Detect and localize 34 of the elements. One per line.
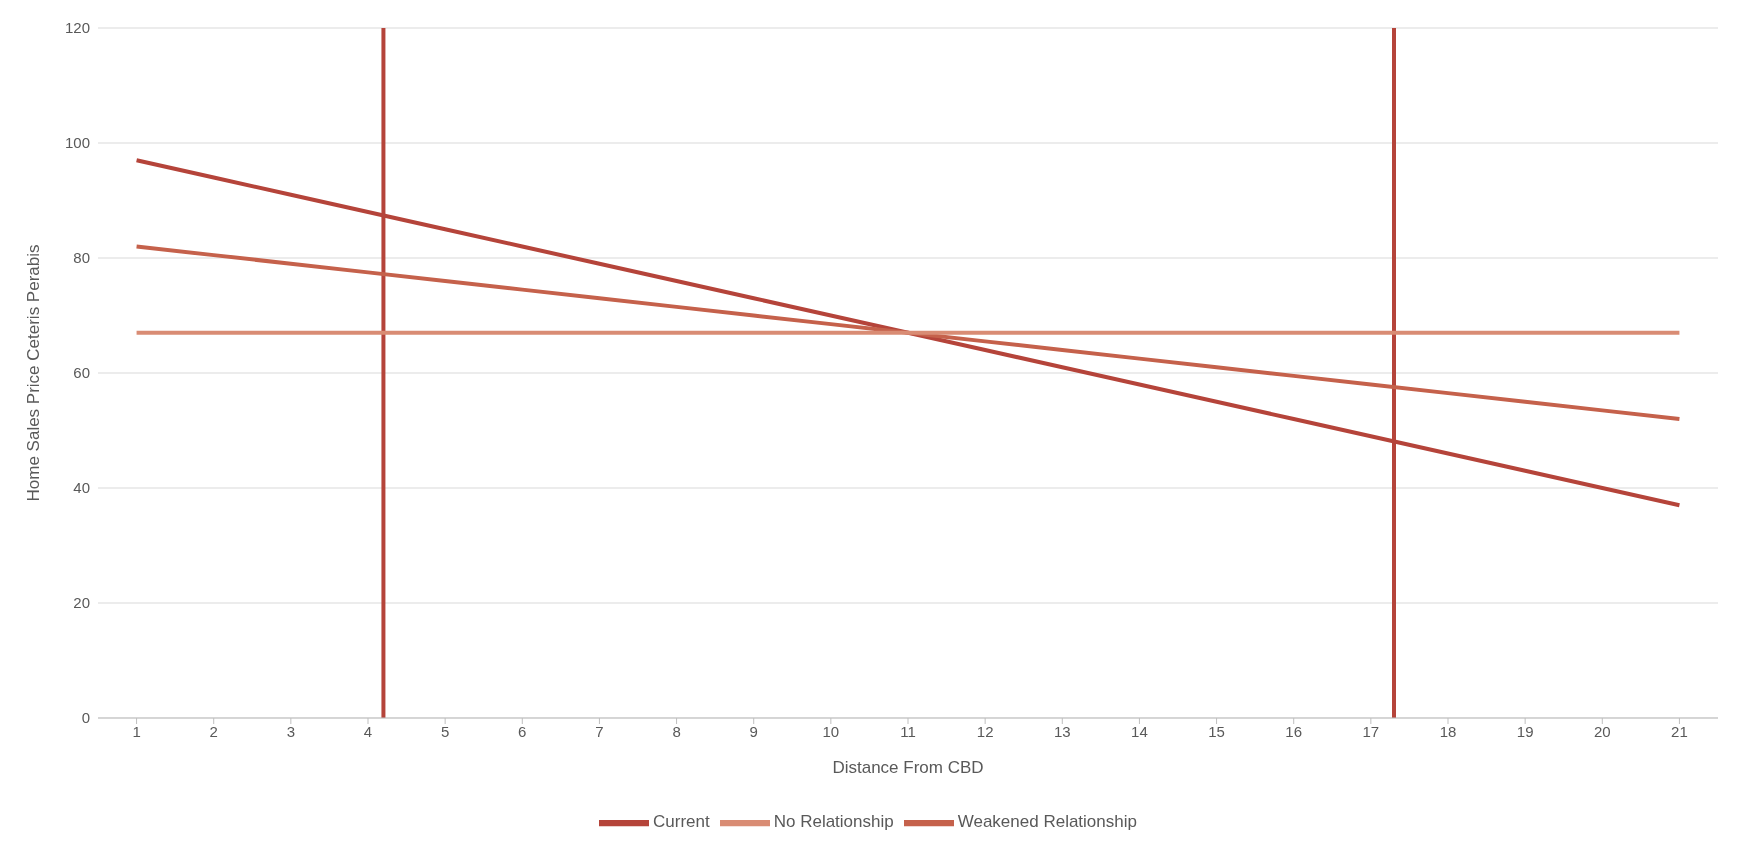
y-axis-title: Home Sales Price Ceteris Perabis <box>24 244 44 502</box>
x-tick-label: 6 <box>518 722 527 740</box>
x-tick-label: 8 <box>672 722 681 740</box>
x-tick-label: 2 <box>209 722 218 740</box>
x-tick-label: 5 <box>440 722 450 740</box>
line-series <box>134 244 1682 421</box>
x-tick-label: 21 <box>1671 722 1688 740</box>
x-tick-label: 7 <box>595 722 604 740</box>
y-tick-label: 60 <box>73 364 90 382</box>
legend-label: No Relationship <box>773 811 894 831</box>
y-tick-label: 0 <box>81 709 90 727</box>
x-axis-title: Distance From CBD <box>832 758 984 777</box>
legend-label: Weakened Relationship <box>957 811 1137 831</box>
x-tick-label: 4 <box>363 722 373 740</box>
x-tick-label: 18 <box>1439 722 1457 740</box>
x-tick-label: 19 <box>1516 722 1534 740</box>
x-tick-label: 16 <box>1285 722 1303 740</box>
y-tick-label: 40 <box>73 479 90 497</box>
x-tick-label: 9 <box>749 722 758 740</box>
y-tick-label: 80 <box>73 249 90 267</box>
x-tick-label: 15 <box>1208 722 1225 740</box>
y-tick-label: 120 <box>64 19 90 37</box>
x-tick-label: 12 <box>976 722 994 740</box>
x-tick-label: 20 <box>1593 722 1611 740</box>
y-tick-label: 20 <box>73 594 90 612</box>
x-tick-label: 14 <box>1131 722 1148 740</box>
y-tick-label: 100 <box>64 134 90 152</box>
x-tick-label: 11 <box>900 722 916 740</box>
x-tick-label: 10 <box>822 722 840 740</box>
legend-label: Current <box>653 811 710 831</box>
x-tick-label: 1 <box>132 722 141 740</box>
x-tick-label: 3 <box>286 722 296 740</box>
x-tick-label: 17 <box>1362 722 1380 740</box>
x-tick-label: 13 <box>1053 722 1071 740</box>
